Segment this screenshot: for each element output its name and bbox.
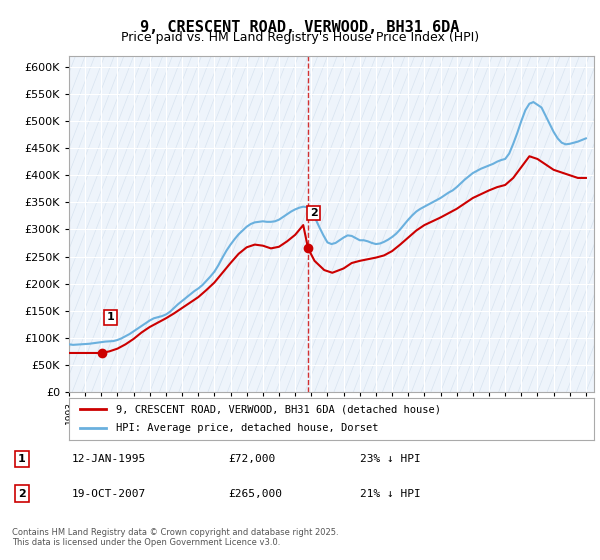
Text: HPI: Average price, detached house, Dorset: HPI: Average price, detached house, Dors… [116,423,379,433]
Text: Price paid vs. HM Land Registry's House Price Index (HPI): Price paid vs. HM Land Registry's House … [121,31,479,44]
Text: 2: 2 [310,208,317,218]
Text: 21% ↓ HPI: 21% ↓ HPI [360,489,421,499]
Text: 9, CRESCENT ROAD, VERWOOD, BH31 6DA: 9, CRESCENT ROAD, VERWOOD, BH31 6DA [140,20,460,35]
Text: 19-OCT-2007: 19-OCT-2007 [72,489,146,499]
Text: Contains HM Land Registry data © Crown copyright and database right 2025.
This d: Contains HM Land Registry data © Crown c… [12,528,338,547]
Text: 23% ↓ HPI: 23% ↓ HPI [360,454,421,464]
Text: 12-JAN-1995: 12-JAN-1995 [72,454,146,464]
Text: 1: 1 [107,312,115,323]
Text: £72,000: £72,000 [228,454,275,464]
Text: 1: 1 [18,454,26,464]
Text: £265,000: £265,000 [228,489,282,499]
Text: 2: 2 [18,489,26,499]
Text: 9, CRESCENT ROAD, VERWOOD, BH31 6DA (detached house): 9, CRESCENT ROAD, VERWOOD, BH31 6DA (det… [116,404,441,414]
